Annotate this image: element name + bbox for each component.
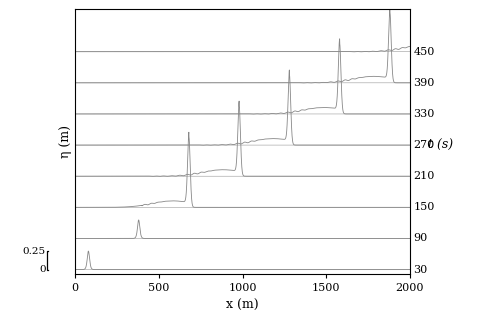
Text: 210: 210 xyxy=(414,171,434,181)
Text: 390: 390 xyxy=(414,78,434,88)
Text: 450: 450 xyxy=(414,47,434,57)
Text: 0: 0 xyxy=(39,265,46,274)
Text: 330: 330 xyxy=(414,109,434,119)
Text: 270: 270 xyxy=(414,140,434,150)
Text: t (s): t (s) xyxy=(428,139,454,152)
X-axis label: x (m): x (m) xyxy=(226,299,259,312)
Text: 90: 90 xyxy=(414,233,428,243)
Text: 0.25: 0.25 xyxy=(22,247,46,255)
Text: 150: 150 xyxy=(414,202,434,212)
Y-axis label: η (m): η (m) xyxy=(59,125,72,158)
Text: 30: 30 xyxy=(414,265,428,275)
